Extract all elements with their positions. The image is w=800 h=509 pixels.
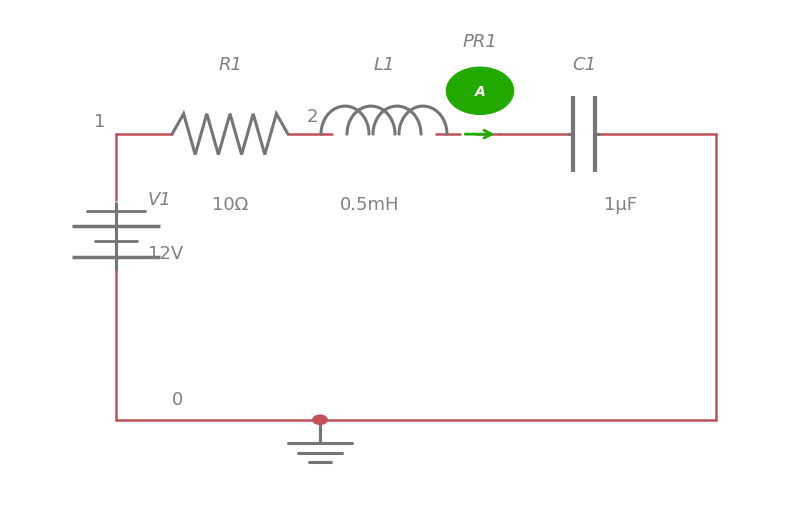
Text: PR1: PR1 xyxy=(462,33,498,51)
Text: A: A xyxy=(474,84,486,99)
Circle shape xyxy=(313,415,327,425)
Text: L1: L1 xyxy=(374,56,394,74)
Text: 0: 0 xyxy=(172,390,183,409)
Text: 10Ω: 10Ω xyxy=(212,196,249,214)
Text: 0.5mH: 0.5mH xyxy=(340,196,399,214)
Text: 2: 2 xyxy=(306,108,318,126)
Ellipse shape xyxy=(446,68,514,115)
Text: C1: C1 xyxy=(572,56,596,74)
Text: V1: V1 xyxy=(148,191,172,209)
Text: 12V: 12V xyxy=(148,244,183,262)
Text: R1: R1 xyxy=(218,56,242,74)
Text: 1: 1 xyxy=(94,113,106,131)
Text: 1μF: 1μF xyxy=(604,196,637,214)
